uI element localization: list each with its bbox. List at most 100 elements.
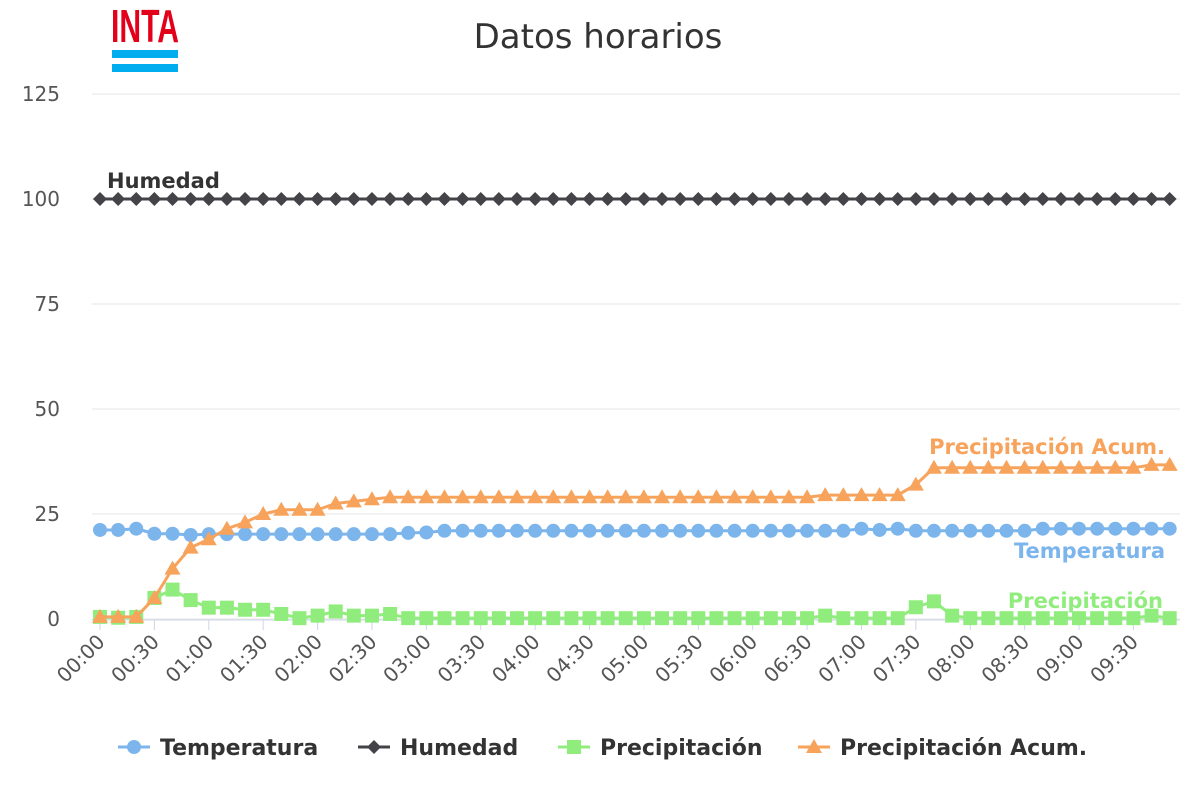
marker — [1035, 521, 1050, 536]
marker — [636, 523, 651, 538]
marker — [582, 611, 597, 626]
marker — [945, 523, 960, 538]
x-tick-label: 05:00 — [596, 630, 654, 688]
marker — [926, 523, 941, 538]
legend-item: Precipitación — [558, 736, 763, 761]
y-tick-label: 50 — [35, 397, 60, 421]
marker — [256, 527, 271, 542]
marker — [818, 523, 833, 538]
marker — [491, 611, 506, 626]
marker — [709, 611, 724, 626]
marker — [962, 459, 979, 474]
marker — [436, 489, 453, 504]
marker — [165, 192, 180, 206]
marker — [599, 489, 616, 504]
marker — [1161, 456, 1178, 471]
marker — [219, 192, 234, 206]
marker — [1090, 192, 1105, 206]
marker — [781, 611, 796, 626]
marker — [256, 602, 271, 617]
marker — [908, 523, 923, 538]
x-tick-label: 03:00 — [378, 630, 436, 688]
marker — [528, 192, 543, 206]
marker — [673, 523, 688, 538]
marker — [1144, 192, 1159, 206]
y-tick-label: 100 — [22, 187, 60, 211]
marker — [364, 608, 379, 623]
marker — [691, 523, 706, 538]
marker — [1090, 611, 1105, 626]
marker — [1143, 456, 1160, 471]
marker — [383, 606, 398, 621]
marker — [310, 608, 325, 623]
marker — [182, 539, 199, 554]
marker — [292, 192, 307, 206]
marker — [309, 501, 326, 516]
x-tick-label: 07:00 — [813, 630, 871, 688]
marker — [763, 192, 778, 206]
marker — [255, 506, 272, 520]
marker — [363, 491, 380, 506]
marker — [890, 611, 905, 626]
marker — [818, 192, 833, 206]
series-label: Humedad — [107, 169, 220, 193]
marker — [401, 525, 416, 540]
marker — [1052, 459, 1069, 474]
marker — [274, 527, 289, 542]
marker — [600, 611, 615, 626]
marker — [618, 192, 633, 206]
marker — [1090, 521, 1105, 536]
marker — [981, 523, 996, 538]
marker — [691, 192, 706, 206]
marker — [1072, 192, 1087, 206]
marker — [1162, 192, 1177, 206]
marker — [165, 526, 180, 541]
marker — [345, 493, 362, 508]
marker — [673, 192, 688, 206]
x-tick-label: 00:00 — [52, 630, 110, 688]
x-tick-label: 03:30 — [433, 630, 491, 688]
marker — [908, 192, 923, 206]
x-tick-label: 01:30 — [215, 630, 273, 688]
marker — [726, 489, 743, 504]
marker — [164, 560, 181, 575]
legend-label: Precipitación Acum. — [840, 736, 1087, 761]
x-tick-label: 06:30 — [759, 630, 817, 688]
marker — [745, 523, 760, 538]
marker — [328, 604, 343, 619]
marker — [1107, 459, 1124, 474]
marker — [567, 740, 581, 754]
marker — [491, 192, 506, 206]
marker — [545, 489, 562, 504]
marker — [727, 523, 742, 538]
marker — [473, 611, 488, 626]
marker — [509, 523, 524, 538]
marker — [1125, 459, 1142, 474]
marker — [654, 489, 671, 504]
marker — [636, 192, 651, 206]
marker — [871, 487, 888, 502]
marker — [1072, 611, 1087, 626]
marker — [110, 608, 127, 623]
series-label: Precipitación Acum. — [929, 435, 1165, 459]
marker — [201, 600, 216, 615]
marker — [673, 611, 688, 626]
marker — [564, 192, 579, 206]
marker — [183, 192, 198, 206]
marker — [419, 525, 434, 540]
marker — [92, 608, 108, 623]
marker — [744, 489, 761, 504]
marker — [635, 489, 652, 504]
marker — [806, 739, 822, 753]
marker — [872, 611, 887, 626]
marker — [1108, 521, 1123, 536]
marker — [219, 600, 234, 615]
marker — [999, 523, 1014, 538]
marker — [455, 192, 470, 206]
marker — [925, 459, 942, 474]
marker — [854, 192, 869, 206]
marker — [600, 192, 615, 206]
marker — [292, 611, 307, 626]
marker — [129, 192, 144, 206]
marker — [998, 459, 1015, 474]
